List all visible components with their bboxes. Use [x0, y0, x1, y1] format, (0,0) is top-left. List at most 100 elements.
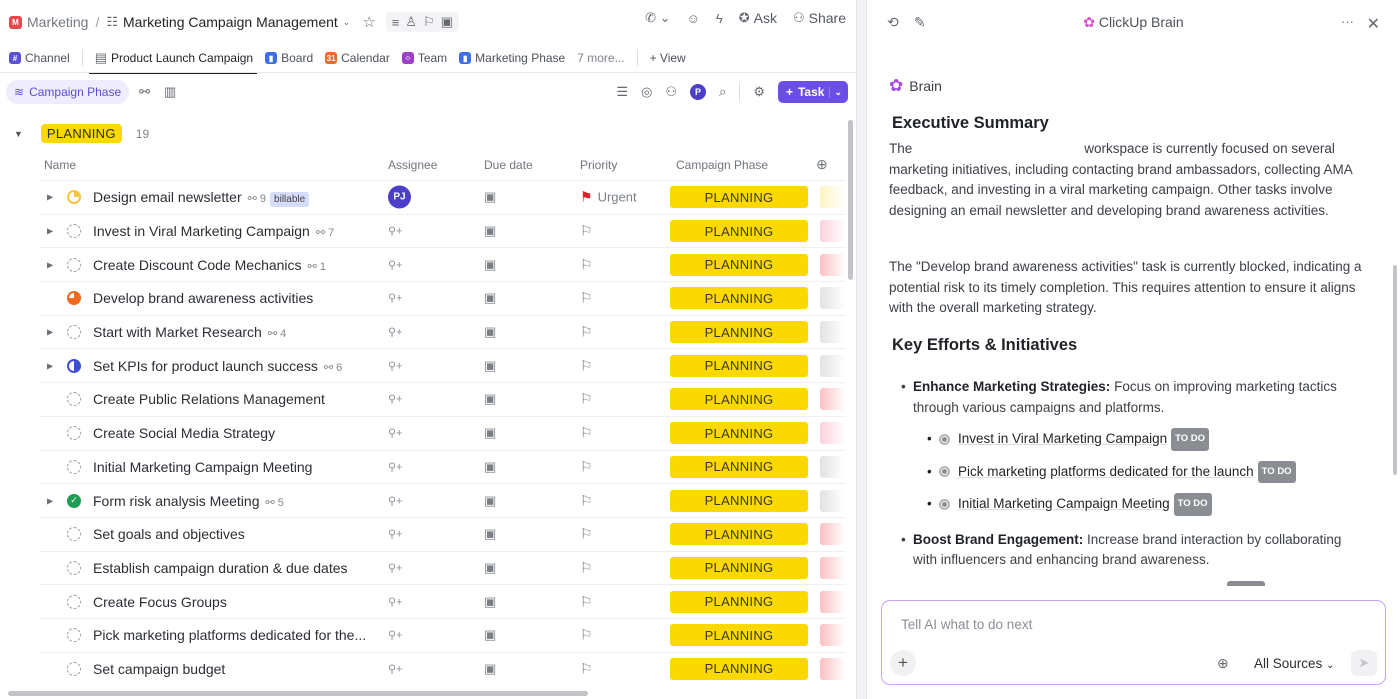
history-icon[interactable]: ⟲ [887, 14, 899, 30]
campaign-phase-badge[interactable]: PLANNING [670, 253, 808, 276]
calendar-icon[interactable]: ▣ [440, 14, 453, 29]
campaign-phase-badge[interactable]: PLANNING [670, 354, 808, 377]
tag-badge[interactable]: billable [270, 192, 310, 208]
sources-dropdown[interactable]: All Sources ⌄ [1254, 656, 1334, 671]
task-name[interactable]: Set KPIs for product launch success ⚯ 6 [93, 358, 342, 374]
star-icon[interactable]: ☆ [362, 14, 376, 31]
table-row[interactable]: ▶ Start with Market Research ⚯ 4 ⚲+ ▣ ⚐ PLANNI… [40, 314, 845, 349]
extra-column-cell[interactable] [820, 186, 845, 209]
priority-cell[interactable]: ⚑ Urgent [580, 189, 637, 206]
add-assignee-icon[interactable]: ⚲+ [388, 528, 403, 541]
campaign-phase-badge[interactable]: PLANNING [670, 590, 808, 613]
globe-icon[interactable]: ⊕ [1217, 655, 1229, 671]
extra-column-cell[interactable] [820, 354, 845, 377]
effort-task-link[interactable]: Initial Marketing Campaign Meeting [958, 496, 1170, 511]
status-icon[interactable] [67, 291, 81, 306]
filter-icon[interactable]: ☰ [616, 84, 629, 99]
add-assignee-icon[interactable]: ⚲+ [388, 292, 403, 305]
phone-icon[interactable]: ✆ ⌄ [645, 10, 671, 25]
task-name-text[interactable]: Start with Market Research [93, 324, 262, 341]
ai-face-icon[interactable]: ☺ [686, 10, 700, 26]
due-date-icon[interactable]: ▣ [484, 492, 497, 508]
task-name-text[interactable]: Develop brand awareness activities [93, 290, 314, 307]
chat-input[interactable]: Tell AI what to do next [901, 617, 1033, 632]
table-row[interactable]: Set goals and objectives ⚲+ ▣ ⚐ PLANNING [40, 516, 845, 551]
extra-column-cell[interactable] [820, 489, 845, 512]
campaign-phase-badge[interactable]: PLANNING [670, 455, 808, 478]
panel-scrollbar[interactable] [1393, 265, 1397, 475]
column-campaign-phase[interactable]: Campaign Phase [676, 158, 769, 172]
close-icon[interactable]: ✕ [1366, 16, 1380, 33]
task-name-text[interactable]: Invest in Viral Marketing Campaign [93, 223, 310, 240]
extra-column-cell[interactable] [820, 287, 845, 310]
add-assignee-icon[interactable]: ⚲+ [388, 663, 403, 676]
task-name[interactable]: Create Public Relations Management [93, 391, 325, 407]
add-assignee-icon[interactable]: ⚲+ [388, 495, 403, 508]
due-date-icon[interactable]: ▣ [484, 425, 497, 441]
status-icon[interactable] [67, 527, 81, 542]
page-title[interactable]: Marketing Campaign Management [123, 14, 338, 30]
attach-plus-button[interactable]: + [890, 650, 916, 676]
horizontal-scrollbar[interactable] [8, 691, 588, 696]
due-date-icon[interactable]: ▣ [484, 593, 497, 609]
extra-column-cell[interactable] [820, 253, 845, 276]
add-assignee-icon[interactable]: ⚲+ [388, 259, 403, 272]
status-icon[interactable] [67, 459, 81, 474]
subtask-count[interactable]: ⚯ 7 [316, 227, 334, 239]
task-name[interactable]: Start with Market Research ⚯ 4 [93, 324, 286, 340]
effort-task-link[interactable]: Contact brand ambassadors and influencer… [958, 582, 1223, 587]
task-name[interactable]: Create Social Media Strategy [93, 425, 275, 441]
column-assignee[interactable]: Assignee [388, 158, 438, 172]
status-icon[interactable] [67, 257, 81, 272]
add-assignee-icon[interactable]: ⚲+ [388, 562, 403, 575]
table-row[interactable]: Create Focus Groups ⚲+ ▣ ⚐ PLANNING [40, 584, 845, 618]
table-row[interactable]: ▶ ✓ Form risk analysis Meeting ⚯ 5 ⚲+ ▣ ⚐ PLANN… [40, 483, 845, 517]
add-assignee-icon[interactable]: ⚲+ [388, 596, 403, 609]
campaign-phase-badge[interactable]: PLANNING [670, 523, 808, 546]
tab-channel[interactable]: # Channel [9, 44, 70, 72]
extra-column-cell[interactable] [820, 556, 845, 579]
table-row[interactable]: Create Public Relations Management ⚲+ ▣ ⚐ PL… [40, 382, 845, 416]
campaign-phase-badge[interactable]: PLANNING [670, 422, 808, 445]
task-name[interactable]: Form risk analysis Meeting ⚯ 5 [93, 493, 284, 509]
task-name-text[interactable]: Create Public Relations Management [93, 391, 325, 408]
priority-cell[interactable]: ⚐ [580, 357, 593, 374]
priority-cell[interactable]: ⚐ [580, 492, 593, 509]
status-icon[interactable] [67, 392, 81, 407]
tab-calendar[interactable]: 31 Calendar [325, 44, 390, 72]
ask-button[interactable]: ✪ Ask [739, 10, 777, 26]
table-row[interactable]: Set campaign budget ⚲+ ▣ ⚐ PLANNING [40, 651, 845, 686]
vertical-scrollbar[interactable] [848, 120, 853, 280]
task-name[interactable]: Develop brand awareness activities [93, 290, 313, 306]
table-row[interactable]: ▶ Design email newsletter ⚯ 9 billable PJ ▣ ⚑ U… [40, 180, 845, 214]
expand-caret-icon[interactable]: ▶ [47, 327, 54, 337]
task-name-text[interactable]: Create Discount Code Mechanics [93, 256, 302, 273]
table-row[interactable]: ▶ Create Discount Code Mechanics ⚯ 1 ⚲+ ▣ ⚐ PL… [40, 247, 845, 281]
expand-caret-icon[interactable]: ▶ [47, 361, 54, 371]
status-icon[interactable] [67, 594, 81, 609]
table-row[interactable]: Develop brand awareness activities ⚲+ ▣ ⚐ PL… [40, 281, 845, 315]
me-avatar[interactable]: P [690, 84, 707, 100]
task-name[interactable]: Invest in Viral Marketing Campaign ⚯ 7 [93, 223, 334, 239]
group-badge[interactable]: PLANNING [40, 124, 122, 143]
priority-cell[interactable]: ⚐ [580, 223, 593, 240]
column-priority[interactable]: Priority [580, 158, 618, 172]
task-name-text[interactable]: Pick marketing platforms dedicated for t… [93, 627, 367, 644]
add-task-button[interactable]: + Task ⌄ [777, 81, 848, 103]
task-name-text[interactable]: Form risk analysis Meeting [93, 492, 260, 509]
status-icon[interactable] [67, 661, 81, 676]
campaign-phase-badge[interactable]: PLANNING [670, 220, 808, 243]
campaign-phase-badge[interactable]: PLANNING [670, 624, 808, 647]
task-name-text[interactable]: Establish campaign duration & due dates [93, 559, 348, 576]
extra-column-cell[interactable] [820, 220, 845, 243]
task-name[interactable]: Establish campaign duration & due dates [93, 560, 348, 576]
extra-column-cell[interactable] [820, 388, 845, 411]
breadcrumb-workspace[interactable]: Marketing [27, 14, 89, 30]
task-name-text[interactable]: Initial Marketing Campaign Meeting [93, 458, 313, 475]
priority-cell[interactable]: ⚐ [580, 526, 593, 543]
due-date-icon[interactable]: ▣ [484, 627, 497, 643]
table-row[interactable]: ▶ Set KPIs for product launch success ⚯ 6 ⚲… [40, 348, 845, 382]
lightning-icon[interactable]: ϟ [715, 10, 723, 26]
task-name[interactable]: Set campaign budget [93, 661, 225, 677]
